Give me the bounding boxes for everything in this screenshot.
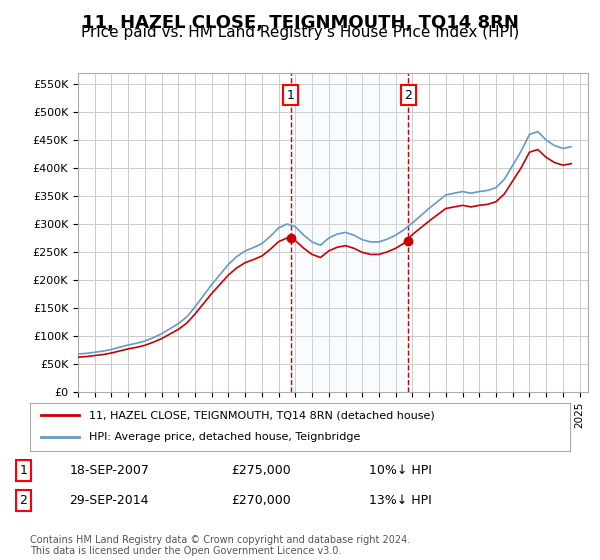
Text: 2: 2 bbox=[20, 494, 28, 507]
Text: 18-SEP-2007: 18-SEP-2007 bbox=[70, 464, 149, 477]
Text: £275,000: £275,000 bbox=[231, 464, 290, 477]
Text: 1: 1 bbox=[287, 88, 295, 102]
Text: 10%↓ HPI: 10%↓ HPI bbox=[369, 464, 432, 477]
Text: 1: 1 bbox=[20, 464, 28, 477]
Bar bbox=[290, 73, 408, 392]
Text: 11, HAZEL CLOSE, TEIGNMOUTH, TQ14 8RN (detached house): 11, HAZEL CLOSE, TEIGNMOUTH, TQ14 8RN (d… bbox=[89, 410, 435, 420]
Text: 13%↓ HPI: 13%↓ HPI bbox=[369, 494, 432, 507]
Text: 29-SEP-2014: 29-SEP-2014 bbox=[70, 494, 149, 507]
Text: 11, HAZEL CLOSE, TEIGNMOUTH, TQ14 8RN: 11, HAZEL CLOSE, TEIGNMOUTH, TQ14 8RN bbox=[82, 14, 518, 32]
Text: 2: 2 bbox=[404, 88, 412, 102]
Text: Price paid vs. HM Land Registry's House Price Index (HPI): Price paid vs. HM Land Registry's House … bbox=[81, 25, 519, 40]
Text: HPI: Average price, detached house, Teignbridge: HPI: Average price, detached house, Teig… bbox=[89, 432, 361, 442]
Text: Contains HM Land Registry data © Crown copyright and database right 2024.
This d: Contains HM Land Registry data © Crown c… bbox=[30, 535, 410, 557]
Text: £270,000: £270,000 bbox=[231, 494, 290, 507]
